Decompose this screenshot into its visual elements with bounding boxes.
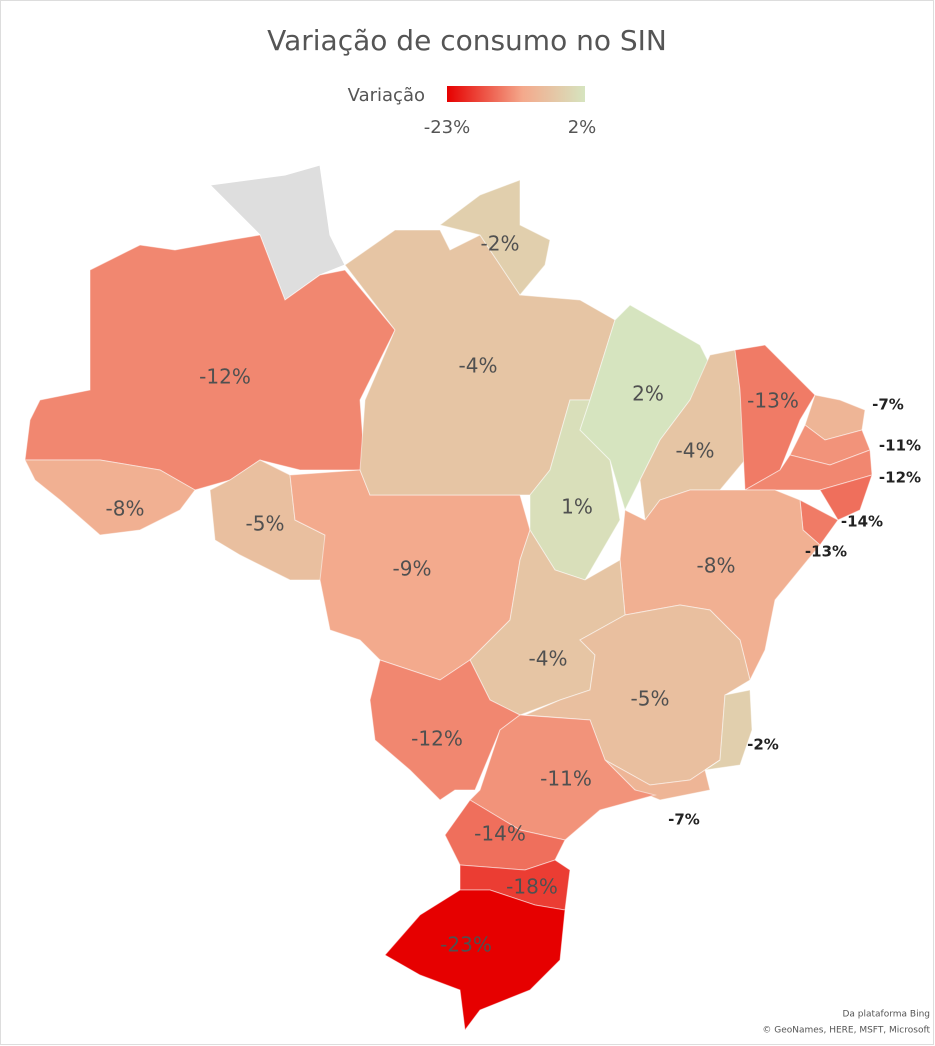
region <box>369 659 521 801</box>
region-label: -18% <box>506 875 558 899</box>
attribution: Da plataforma Bing <box>842 1010 930 1020</box>
map-title: Variação de consumo no SIN <box>267 24 667 57</box>
region <box>24 459 196 536</box>
region <box>438 179 551 296</box>
region-label: -4% <box>459 354 498 378</box>
region <box>734 344 816 491</box>
legend-max: 2% <box>568 117 597 138</box>
region-label: 1% <box>561 495 593 519</box>
region-label: -9% <box>393 557 432 581</box>
region-label: -7% <box>872 396 904 414</box>
region-label: -5% <box>246 512 285 536</box>
region-label: -23% <box>440 933 492 957</box>
region-label: -4% <box>676 439 715 463</box>
region-label: -11% <box>540 767 592 791</box>
region <box>469 714 657 841</box>
region-no-data <box>208 164 346 301</box>
region-label: -7% <box>668 811 700 829</box>
region-label: -12% <box>411 727 463 751</box>
region-label: -8% <box>697 554 736 578</box>
region <box>819 474 873 521</box>
region-label: -4% <box>529 647 568 671</box>
legend-gradient <box>447 86 585 102</box>
region-label: 2% <box>632 382 664 406</box>
region <box>384 889 566 1032</box>
region-label: -14% <box>474 822 526 846</box>
region-label: -13% <box>747 389 799 413</box>
region-label: -5% <box>631 687 670 711</box>
region-label: -2% <box>747 736 779 754</box>
region-label: -12% <box>879 469 921 487</box>
region-label: -2% <box>481 232 520 256</box>
legend-title: Variação <box>348 85 425 106</box>
region-label: -14% <box>841 513 883 531</box>
region-label: -8% <box>106 497 145 521</box>
legend-min: -23% <box>424 117 471 138</box>
region-label: -12% <box>199 365 251 389</box>
region-label: -13% <box>805 543 847 561</box>
attribution: © GeoNames, HERE, MSFT, Microsoft <box>762 1026 930 1036</box>
region-label: -11% <box>879 437 921 455</box>
